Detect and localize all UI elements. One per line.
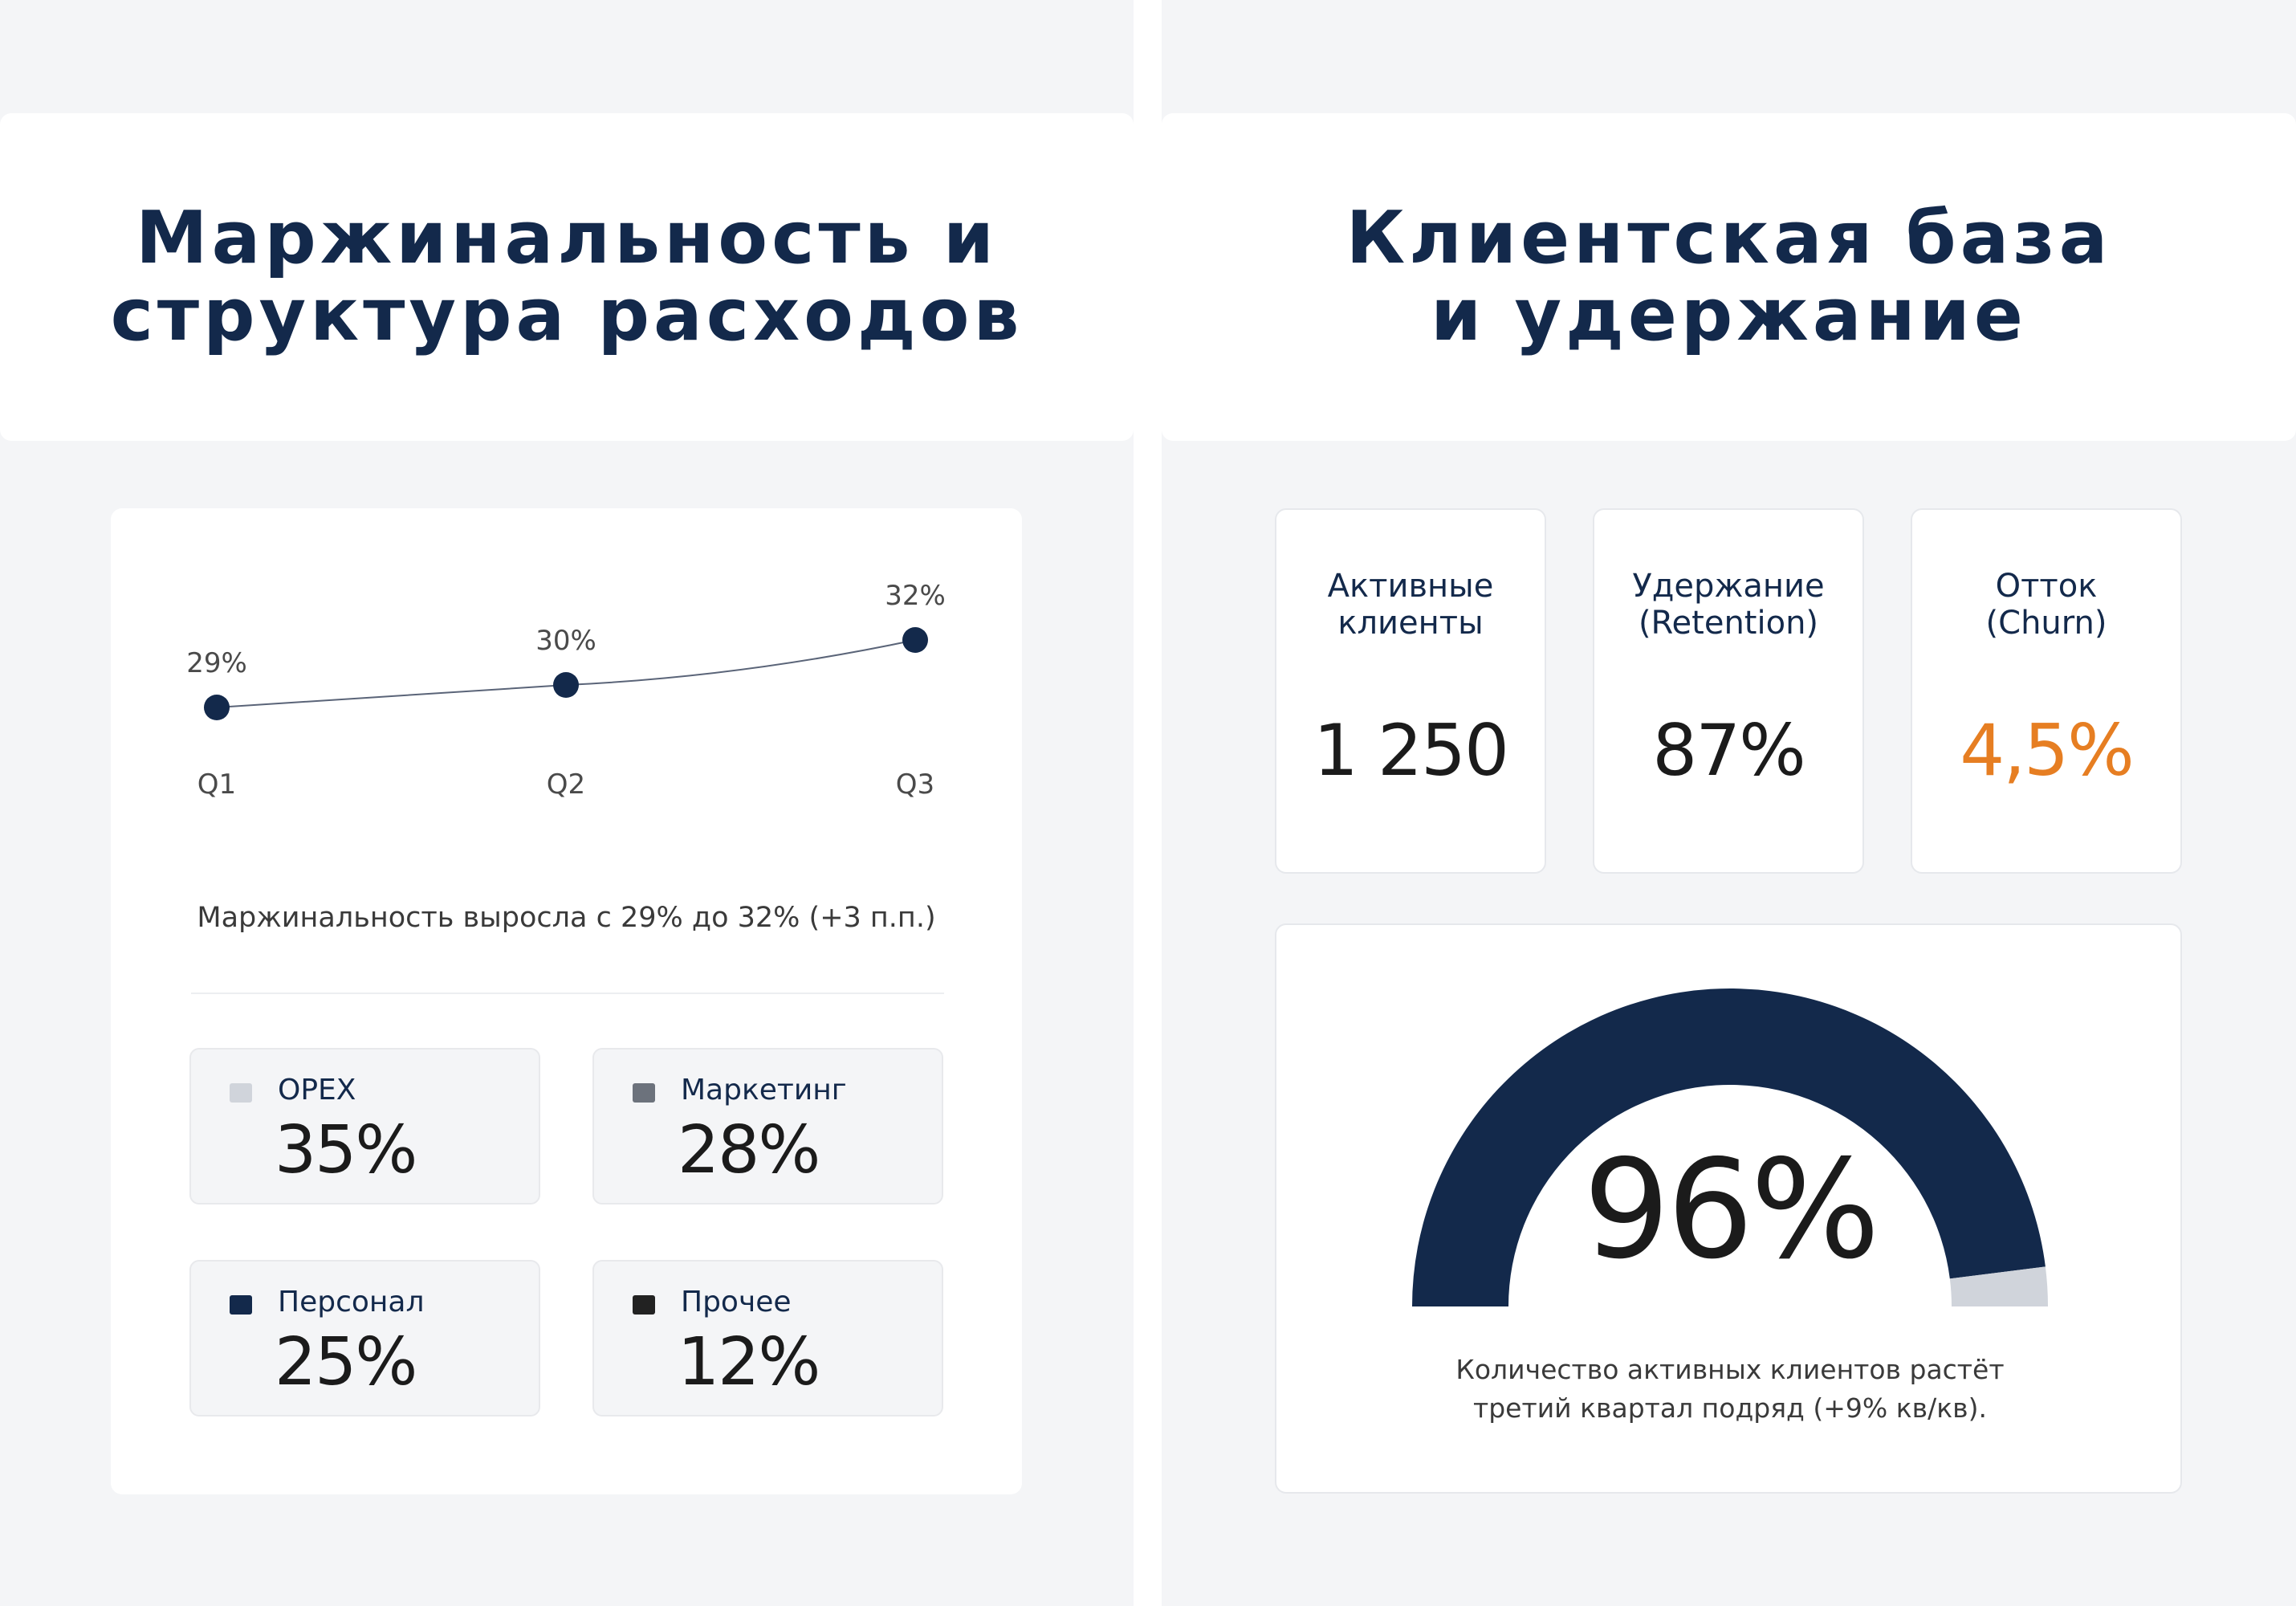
cost-value: 35% [275, 1112, 417, 1188]
clients-title-card: Клиентская база и удержание [1162, 113, 2296, 441]
x-tick-label: Q2 [547, 768, 585, 801]
data-point [902, 627, 928, 653]
cost-label: Прочее [681, 1286, 792, 1319]
margin-line-chart: 29% Q1 30% Q2 32% Q3 [186, 580, 946, 801]
kpi-value: 1 250 [1313, 709, 1509, 792]
kpi-card-active-clients: Активные клиенты 1 250 [1275, 508, 1546, 874]
kpi-card-retention: Удержание (Retention) 87% [1593, 508, 1864, 874]
divider [191, 993, 944, 994]
cost-tile-staff: Персонал 25% [189, 1260, 540, 1416]
gauge-caption: Количество активных клиентов растёт трет… [1455, 1354, 2005, 1424]
gauge-track [1949, 1266, 2048, 1306]
margin-card: 29% Q1 30% Q2 32% Q3 Маржинальность выросла с… [111, 508, 1022, 1494]
kpi-label-line: Удержание [1632, 568, 1825, 605]
data-point [553, 672, 579, 698]
semi-gauge [1412, 988, 2048, 1306]
kpi-label: Отток (Churn) [1912, 568, 2180, 642]
staff-swatch-icon [230, 1295, 252, 1315]
kpi-card-churn: Отток (Churn) 4,5% [1911, 508, 2182, 874]
clients-panel: Клиентская база и удержание Активные кли… [1162, 0, 2296, 1606]
cost-tile-opex: OPEX 35% [189, 1048, 540, 1204]
margin-panel: Маржинальность и структура расходов 29% Q… [0, 0, 1134, 1606]
cost-value: 28% [678, 1112, 820, 1188]
cost-value: 12% [678, 1324, 820, 1400]
other-swatch-icon [633, 1295, 655, 1315]
data-label: 30% [535, 625, 596, 657]
kpi-value: 87% [1652, 709, 1806, 792]
cost-tile-marketing: Маркетинг 28% [592, 1048, 943, 1204]
data-label: 29% [186, 647, 247, 679]
gauge-value: 96% [1583, 1131, 1880, 1290]
kpi-label-line: клиенты [1337, 605, 1484, 642]
cost-label: OPEX [278, 1074, 356, 1107]
marketing-swatch-icon [633, 1083, 655, 1103]
cost-tile-other: Прочее 12% [592, 1260, 943, 1416]
opex-swatch-icon [230, 1083, 252, 1103]
kpi-label: Удержание (Retention) [1594, 568, 1862, 642]
kpi-label-line: (Churn) [1985, 605, 2107, 642]
gauge-card: 96% Количество активных клиентов растёт … [1275, 923, 2182, 1494]
kpi-label-line: Отток [1995, 568, 2098, 605]
cost-value: 25% [275, 1324, 417, 1400]
data-point [204, 695, 230, 720]
data-label: 32% [885, 580, 946, 612]
clients-title: Клиентская база и удержание [1345, 196, 2112, 357]
margin-caption: Маржинальность выросла с 29% до 32% (+3 … [197, 902, 936, 934]
kpi-value: 4,5% [1960, 709, 2135, 792]
x-tick-label: Q3 [896, 768, 934, 801]
cost-label: Маркетинг [681, 1074, 847, 1107]
x-tick-label: Q1 [197, 768, 236, 801]
margin-title-card: Маржинальность и структура расходов [0, 113, 1134, 441]
margin-title: Маржинальность и структура расходов [110, 196, 1024, 357]
kpi-label-line: Активные [1327, 568, 1494, 605]
kpi-label-line: (Retention) [1638, 605, 1819, 642]
cost-label: Персонал [278, 1286, 425, 1319]
kpi-label: Активные клиенты [1276, 568, 1545, 642]
gauge-fill [1412, 988, 2046, 1306]
